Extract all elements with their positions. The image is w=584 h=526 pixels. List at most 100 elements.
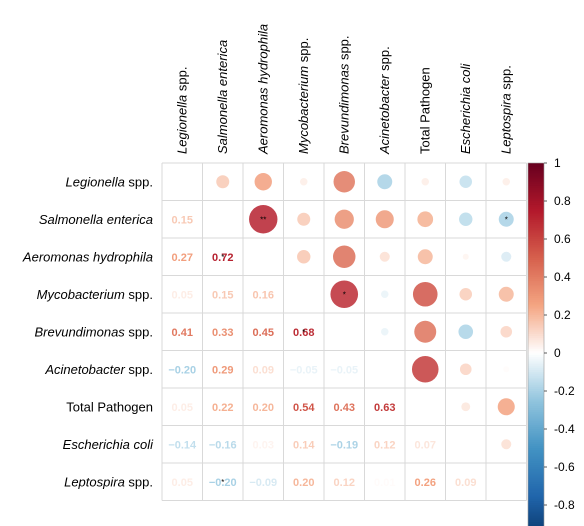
colorbar-segment	[528, 391, 544, 394]
colorbar-segment	[528, 220, 544, 223]
colorbar: 10.80.60.40.20-0.2-0.4-0.6-0.8-1	[527, 156, 575, 526]
colorbar-segment	[528, 210, 544, 213]
corr-circle	[497, 398, 515, 416]
colorbar-tick-label: -0.6	[554, 460, 575, 474]
colorbar-segment	[528, 436, 544, 440]
colorbar-segment	[528, 468, 544, 472]
column-label: Brevundimonas spp.	[336, 35, 351, 154]
colorbar-segment	[528, 318, 544, 322]
colorbar-segment	[528, 301, 544, 305]
colorbar-segment	[528, 419, 544, 422]
matrix-grid	[161, 162, 527, 501]
colorbar-segment	[528, 204, 544, 208]
colorbar-segment	[528, 349, 544, 352]
colorbar-segment	[528, 467, 544, 470]
colorbar-segment	[528, 322, 544, 326]
corr-value: 0.63	[374, 402, 395, 414]
colorbar-segment	[528, 269, 544, 272]
colorbar-segment	[528, 305, 544, 308]
colorbar-segment	[528, 347, 544, 350]
corr-value: 0.01	[374, 477, 395, 489]
corr-value: 0.05	[172, 402, 193, 414]
corr-value: −0.20	[168, 364, 196, 376]
colorbar-segment	[528, 265, 544, 269]
colorbar-segment	[528, 248, 544, 251]
corr-value: 0.07	[415, 439, 436, 451]
colorbar-segment	[528, 341, 544, 345]
corr-circle	[381, 328, 389, 336]
corr-value: 0.05	[172, 289, 193, 301]
colorbar-segment	[528, 206, 544, 210]
colorbar-segment	[528, 263, 544, 267]
colorbar-segment	[528, 328, 544, 331]
corr-value: 0.16	[253, 289, 274, 301]
colorbar-segment	[528, 370, 544, 373]
colorbar-tick-label: 1	[554, 156, 561, 170]
colorbar-tick-label: -0.4	[554, 422, 575, 436]
colorbar-segment	[528, 172, 544, 175]
column-label: Total Pathogen	[417, 67, 432, 154]
colorbar-segment	[528, 360, 544, 364]
colorbar-segment	[528, 254, 544, 257]
colorbar-segment	[528, 455, 544, 459]
corr-circle	[300, 178, 308, 186]
colorbar-segment	[528, 506, 544, 510]
significance-mark: *	[302, 328, 305, 337]
corr-circle	[333, 245, 356, 268]
significance-mark: *	[343, 290, 346, 299]
colorbar-segment	[528, 335, 544, 339]
corr-circle	[498, 211, 514, 227]
colorbar-segment	[528, 421, 544, 424]
colorbar-segment	[528, 212, 544, 215]
colorbar-segment	[528, 168, 544, 172]
colorbar-segment	[528, 237, 544, 240]
corr-circle	[459, 212, 473, 226]
colorbar-segment	[528, 375, 544, 379]
colorbar-segment	[528, 170, 544, 174]
colorbar-segment	[528, 297, 544, 301]
corr-circle	[249, 205, 278, 234]
colorbar-segment	[528, 202, 544, 206]
colorbar-segment	[528, 520, 544, 523]
colorbar-segment	[528, 389, 544, 392]
significance-mark: *	[505, 215, 508, 224]
colorbar-segment	[528, 174, 544, 177]
colorbar-segment	[528, 225, 544, 229]
colorbar-segment	[528, 324, 544, 327]
colorbar-segment	[528, 497, 544, 500]
colorbar-segment	[528, 178, 544, 181]
colorbar-segment	[528, 448, 544, 451]
corr-value: 0.29	[212, 364, 233, 376]
row-label: Total Pathogen	[66, 399, 153, 414]
corr-circle	[375, 210, 394, 229]
row-label: Brevundimonas spp.	[34, 324, 153, 339]
colorbar-segment	[528, 459, 544, 462]
corr-circle	[330, 280, 359, 309]
colorbar-segment	[528, 423, 544, 426]
colorbar-segment	[528, 446, 544, 449]
colorbar-segment	[528, 221, 544, 225]
row-label: Escherichia coli	[63, 437, 154, 452]
colorbar-segment	[528, 240, 544, 244]
colorbar-segment	[528, 334, 544, 337]
colorbar-segment	[528, 476, 544, 479]
colorbar-segment	[528, 294, 544, 297]
corr-circle	[381, 290, 389, 298]
corr-circle	[501, 251, 512, 262]
colorbar-segment	[528, 425, 544, 428]
colorbar-segment	[528, 311, 544, 314]
corr-value: 0.20	[293, 477, 314, 489]
colorbar-segment	[528, 394, 544, 398]
colorbar-segment	[528, 166, 544, 170]
colorbar-segment	[528, 522, 544, 525]
colorbar-tick-label: -0.2	[554, 384, 575, 398]
row-label: Legionella spp.	[66, 174, 153, 189]
colorbar-segment	[528, 313, 544, 316]
colorbar-segment	[528, 292, 544, 295]
colorbar-segment	[528, 430, 544, 434]
colorbar-segment	[528, 381, 544, 384]
colorbar-segment	[528, 427, 544, 430]
colorbar-segment	[528, 411, 544, 415]
colorbar-segment	[528, 239, 544, 242]
